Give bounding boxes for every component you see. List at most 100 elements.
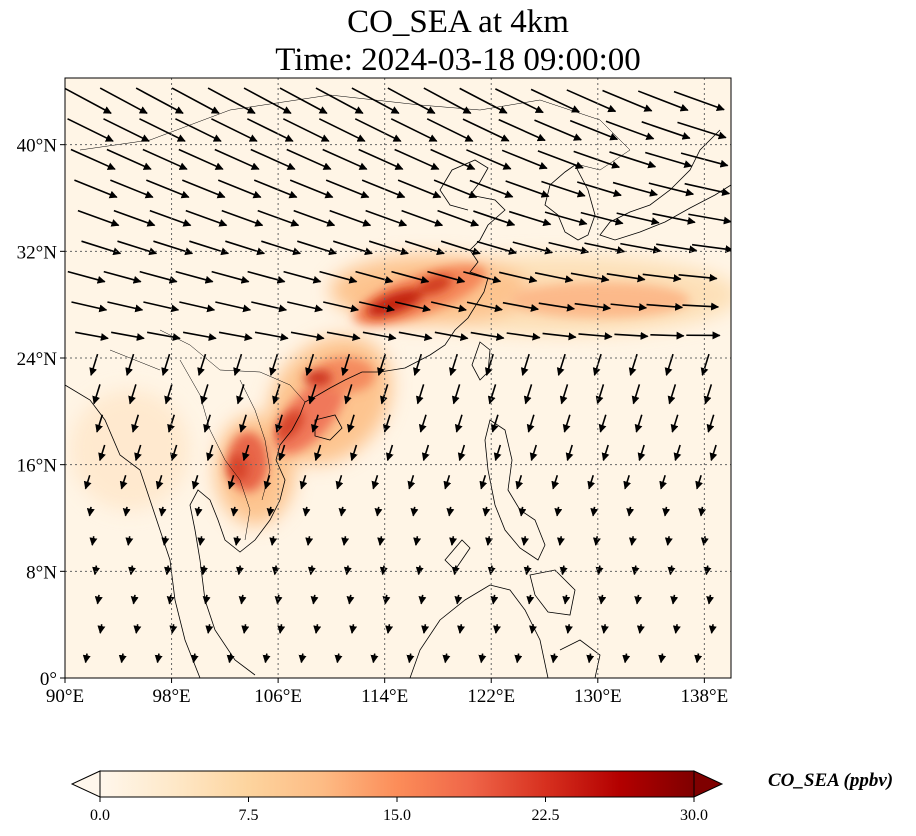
- wind-arrow: [302, 506, 311, 517]
- wind-arrow: [139, 118, 186, 142]
- wind-arrow: [175, 270, 214, 284]
- wind-arrow: [700, 353, 710, 376]
- wind-arrow: [592, 536, 601, 546]
- wind-arrow: [559, 384, 569, 405]
- wind-arrow: [278, 444, 286, 462]
- plume-ocean-mid: [510, 282, 690, 318]
- wind-arrow: [200, 565, 208, 576]
- wind-arrow: [652, 212, 696, 225]
- wind-arrow: [263, 475, 272, 490]
- wind-arrow: [203, 414, 211, 433]
- wind-arrow: [374, 506, 383, 517]
- lon-tick-label: 106°E: [254, 686, 302, 707]
- wind-arrow: [622, 653, 631, 664]
- wind-arrow: [233, 536, 242, 546]
- wind-arrow: [272, 384, 281, 405]
- wind-arrow: [407, 475, 416, 490]
- lat-tick-label: 8°N: [26, 562, 57, 583]
- coastline-japan: [599, 129, 731, 241]
- wind-arrow: [344, 384, 353, 405]
- wind-arrow: [650, 331, 685, 340]
- wind-arrow: [83, 475, 92, 490]
- wind-arrow: [595, 565, 604, 576]
- wind-arrow: [241, 624, 250, 634]
- wind-arrow: [349, 624, 358, 634]
- wind-arrow: [149, 209, 192, 227]
- wind-arrow: [530, 88, 580, 113]
- wind-arrow: [323, 301, 359, 313]
- wind-arrow: [662, 506, 671, 517]
- map-subtitle: Time: 2024-03-18 09:00:00: [275, 42, 641, 78]
- wind-arrow: [523, 384, 533, 405]
- wind-arrow: [706, 414, 715, 433]
- wind-arrow: [146, 179, 190, 199]
- wind-arrow: [142, 148, 188, 170]
- colorbar-tick-label: 22.5: [532, 807, 560, 824]
- wind-arrow: [694, 653, 703, 664]
- wind-arrow: [134, 444, 142, 462]
- wind-arrow: [262, 653, 271, 664]
- wind-arrow: [551, 475, 560, 490]
- plume-china-core2: [417, 275, 453, 295]
- wind-arrow: [473, 210, 516, 227]
- coastline-bohai: [439, 159, 506, 251]
- wind-arrow: [113, 209, 156, 227]
- wind-arrow: [502, 301, 539, 312]
- wind-arrow: [250, 148, 296, 170]
- wind-arrow: [338, 506, 347, 517]
- wind-arrow: [242, 444, 250, 462]
- wind-arrow: [99, 87, 148, 114]
- gridlines: [65, 78, 731, 678]
- wind-arrow: [362, 331, 397, 341]
- wind-arrow: [548, 241, 590, 255]
- wind-arrow: [490, 594, 499, 605]
- wind-arrow: [377, 353, 387, 376]
- wind-arrow: [578, 332, 613, 341]
- wind-arrow: [410, 506, 419, 517]
- wind-arrow: [426, 118, 474, 142]
- wind-arrow: [205, 624, 214, 634]
- wind-arrow: [562, 594, 571, 605]
- wind-arrow: [664, 536, 673, 546]
- wind-vectors: [65, 87, 731, 664]
- wind-arrow: [641, 121, 691, 140]
- wind-arrow: [206, 444, 214, 462]
- wind-arrow: [67, 118, 114, 142]
- wind-arrow: [214, 148, 260, 170]
- wind-arrow: [251, 301, 288, 313]
- wind-arrow: [485, 536, 493, 546]
- wind-arrow: [394, 148, 440, 170]
- wind-arrow: [397, 179, 442, 199]
- wind-arrow: [341, 353, 351, 376]
- wind-arrow: [235, 565, 244, 576]
- wind-arrow: [359, 301, 395, 313]
- wind-arrow: [185, 209, 228, 227]
- wind-arrow: [277, 624, 286, 634]
- wind-arrow: [361, 179, 406, 199]
- wind-arrow: [709, 444, 718, 462]
- wind-arrow: [308, 384, 317, 405]
- wind-arrow: [457, 444, 466, 462]
- wind-arrow: [446, 506, 455, 517]
- wind-arrow: [365, 209, 408, 227]
- wind-arrow: [609, 151, 657, 169]
- wind-arrow: [71, 301, 108, 313]
- wind-arrow: [236, 384, 245, 405]
- wind-arrow: [194, 506, 203, 517]
- wind-arrow: [298, 653, 307, 664]
- wind-arrow: [462, 118, 510, 142]
- wind-arrow: [314, 444, 322, 462]
- wind-arrow: [111, 331, 145, 341]
- lat-tick-label: 32°N: [17, 242, 58, 263]
- wind-arrow: [656, 243, 698, 254]
- colorbar-tick-label: 15.0: [383, 807, 411, 824]
- wind-arrow: [574, 302, 612, 312]
- map-frame: [64, 77, 732, 679]
- wind-arrow: [299, 475, 308, 490]
- wind-arrow: [355, 270, 394, 284]
- wind-arrow: [580, 211, 624, 226]
- lon-tick-label: 138°E: [681, 686, 729, 707]
- wind-arrow: [418, 594, 427, 605]
- wind-arrow: [537, 150, 584, 170]
- wind-arrow: [490, 414, 499, 433]
